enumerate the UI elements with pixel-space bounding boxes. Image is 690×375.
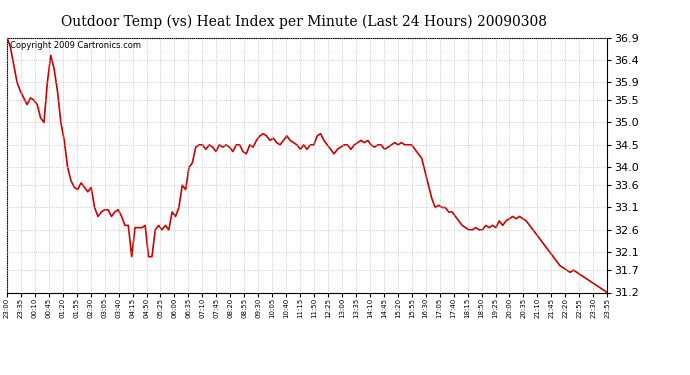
Text: Outdoor Temp (vs) Heat Index per Minute (Last 24 Hours) 20090308: Outdoor Temp (vs) Heat Index per Minute … bbox=[61, 15, 546, 29]
Text: Copyright 2009 Cartronics.com: Copyright 2009 Cartronics.com bbox=[10, 41, 141, 50]
